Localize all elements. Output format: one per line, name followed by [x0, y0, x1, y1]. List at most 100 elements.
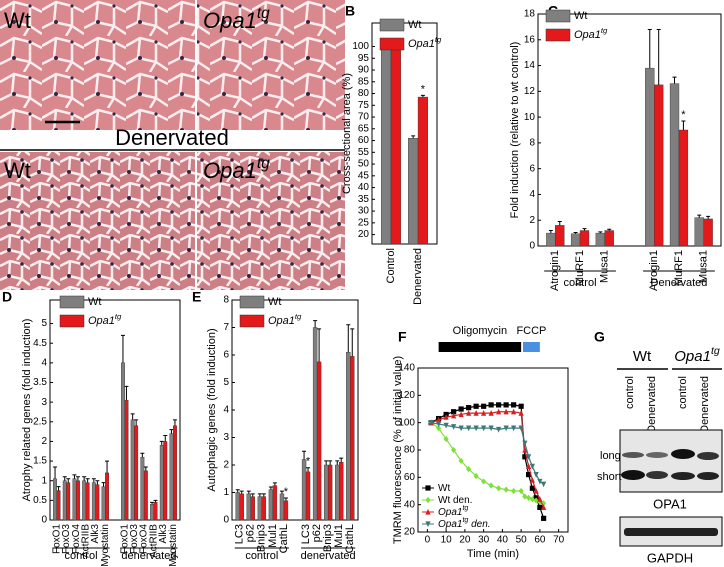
y-tick-label: 1 [41, 475, 47, 486]
x-tick-label: p62 [311, 524, 323, 542]
y-tick-label: 0 [529, 241, 535, 252]
x-tick-label: FoxO1 [51, 524, 62, 554]
bar [316, 361, 322, 521]
x-tick-label: MuRF1 [673, 250, 685, 286]
y-tick-label: 6 [529, 163, 535, 174]
y-tick-label: 50 [358, 159, 370, 170]
bar [85, 482, 90, 521]
bar [150, 504, 155, 521]
bar [408, 138, 419, 245]
point [533, 472, 539, 478]
panel-label: F [398, 329, 407, 345]
point [537, 478, 543, 485]
legend-label-part: Opa1 [268, 315, 295, 327]
bar [75, 480, 80, 521]
error-bar [153, 499, 158, 503]
legend-label-part: tg [295, 312, 302, 321]
bar [169, 433, 174, 521]
error-bar [130, 413, 135, 420]
y-axis-label: Autophagic genes (fold induction) [206, 328, 218, 491]
point [522, 440, 528, 447]
bar [335, 464, 340, 521]
bar [153, 502, 158, 521]
y-tick-label: 5 [223, 377, 229, 388]
point [481, 478, 487, 485]
legend-swatch [59, 295, 85, 309]
legend-marker [425, 496, 431, 504]
y-tick-label: 25 [358, 217, 370, 228]
error-bar [647, 28, 652, 69]
error-bar [335, 460, 340, 465]
band [671, 449, 695, 459]
legend-label-part: Wt den. [438, 495, 472, 506]
point [481, 403, 487, 409]
y-tick-label: 45 [358, 170, 370, 181]
point [451, 446, 457, 454]
point [481, 425, 487, 432]
point [488, 410, 494, 416]
error-bar [91, 478, 96, 483]
bar [261, 496, 267, 521]
error-bar [420, 94, 425, 98]
y-tick-label: 1.5 [33, 456, 47, 467]
y-tick-label: 8 [223, 295, 229, 306]
x-tick-label: 50 [516, 535, 528, 546]
y-axis-label: Atrophy related genes (fold induction) [21, 319, 33, 502]
error-bar [582, 228, 587, 231]
x-tick-label: Mul1 [333, 524, 345, 548]
y-tick-label: 0 [41, 515, 47, 526]
y-tick-label: 65 [358, 123, 370, 134]
blot-label: GAPDH [647, 550, 693, 565]
bar [101, 486, 106, 521]
band-label: long [600, 450, 621, 462]
y-tick-label: 3 [223, 432, 229, 443]
y-tick-label: 6 [223, 350, 229, 361]
bar [72, 478, 77, 521]
bar [417, 96, 428, 245]
legend-label-part: tg [115, 312, 122, 321]
bar [339, 462, 344, 521]
error-bar [681, 120, 686, 130]
legend-label-part: Wt [438, 483, 450, 494]
y-axis-label: TMRM fluorescence (% of initial value) [392, 356, 404, 544]
error-bar [163, 435, 168, 442]
error-bar [328, 460, 333, 465]
y-tick-label: 20 [358, 229, 370, 240]
error-bar [261, 493, 266, 497]
bar [327, 464, 333, 521]
section-label: Denervated [115, 125, 229, 150]
error-bar [140, 452, 145, 458]
bar [546, 232, 556, 247]
point [526, 494, 532, 501]
x-axis-label: Time (min) [467, 548, 519, 560]
group-label: denervated [121, 550, 176, 562]
lane-label: Denervated [646, 376, 658, 433]
x-tick-label: p62 [245, 524, 257, 542]
image-label: Wt [4, 158, 31, 183]
panel-label: D [2, 289, 12, 305]
point [466, 410, 472, 416]
y-tick-label: 80 [404, 445, 416, 456]
x-tick-label: MuRF1 [574, 250, 586, 286]
y-tick-label: 60 [404, 472, 416, 483]
bar [250, 496, 255, 521]
point [473, 472, 479, 480]
band [697, 472, 719, 480]
legend-swatch [379, 18, 405, 32]
point [541, 481, 547, 488]
legend-label-part: Wt [268, 296, 281, 308]
y-tick-label: 0 [223, 515, 229, 526]
y-tick-label: 18 [524, 9, 536, 20]
point [526, 463, 532, 469]
y-tick-label: 2 [529, 215, 535, 226]
histology-image [197, 0, 345, 130]
point [518, 403, 524, 409]
point [533, 497, 539, 504]
x-tick-label: Atrogin1 [549, 250, 561, 291]
point [451, 412, 457, 419]
y-tick-label: 3.5 [33, 377, 47, 388]
point [529, 496, 535, 503]
point [436, 425, 442, 432]
bar [645, 67, 655, 247]
error-bar [82, 476, 87, 481]
